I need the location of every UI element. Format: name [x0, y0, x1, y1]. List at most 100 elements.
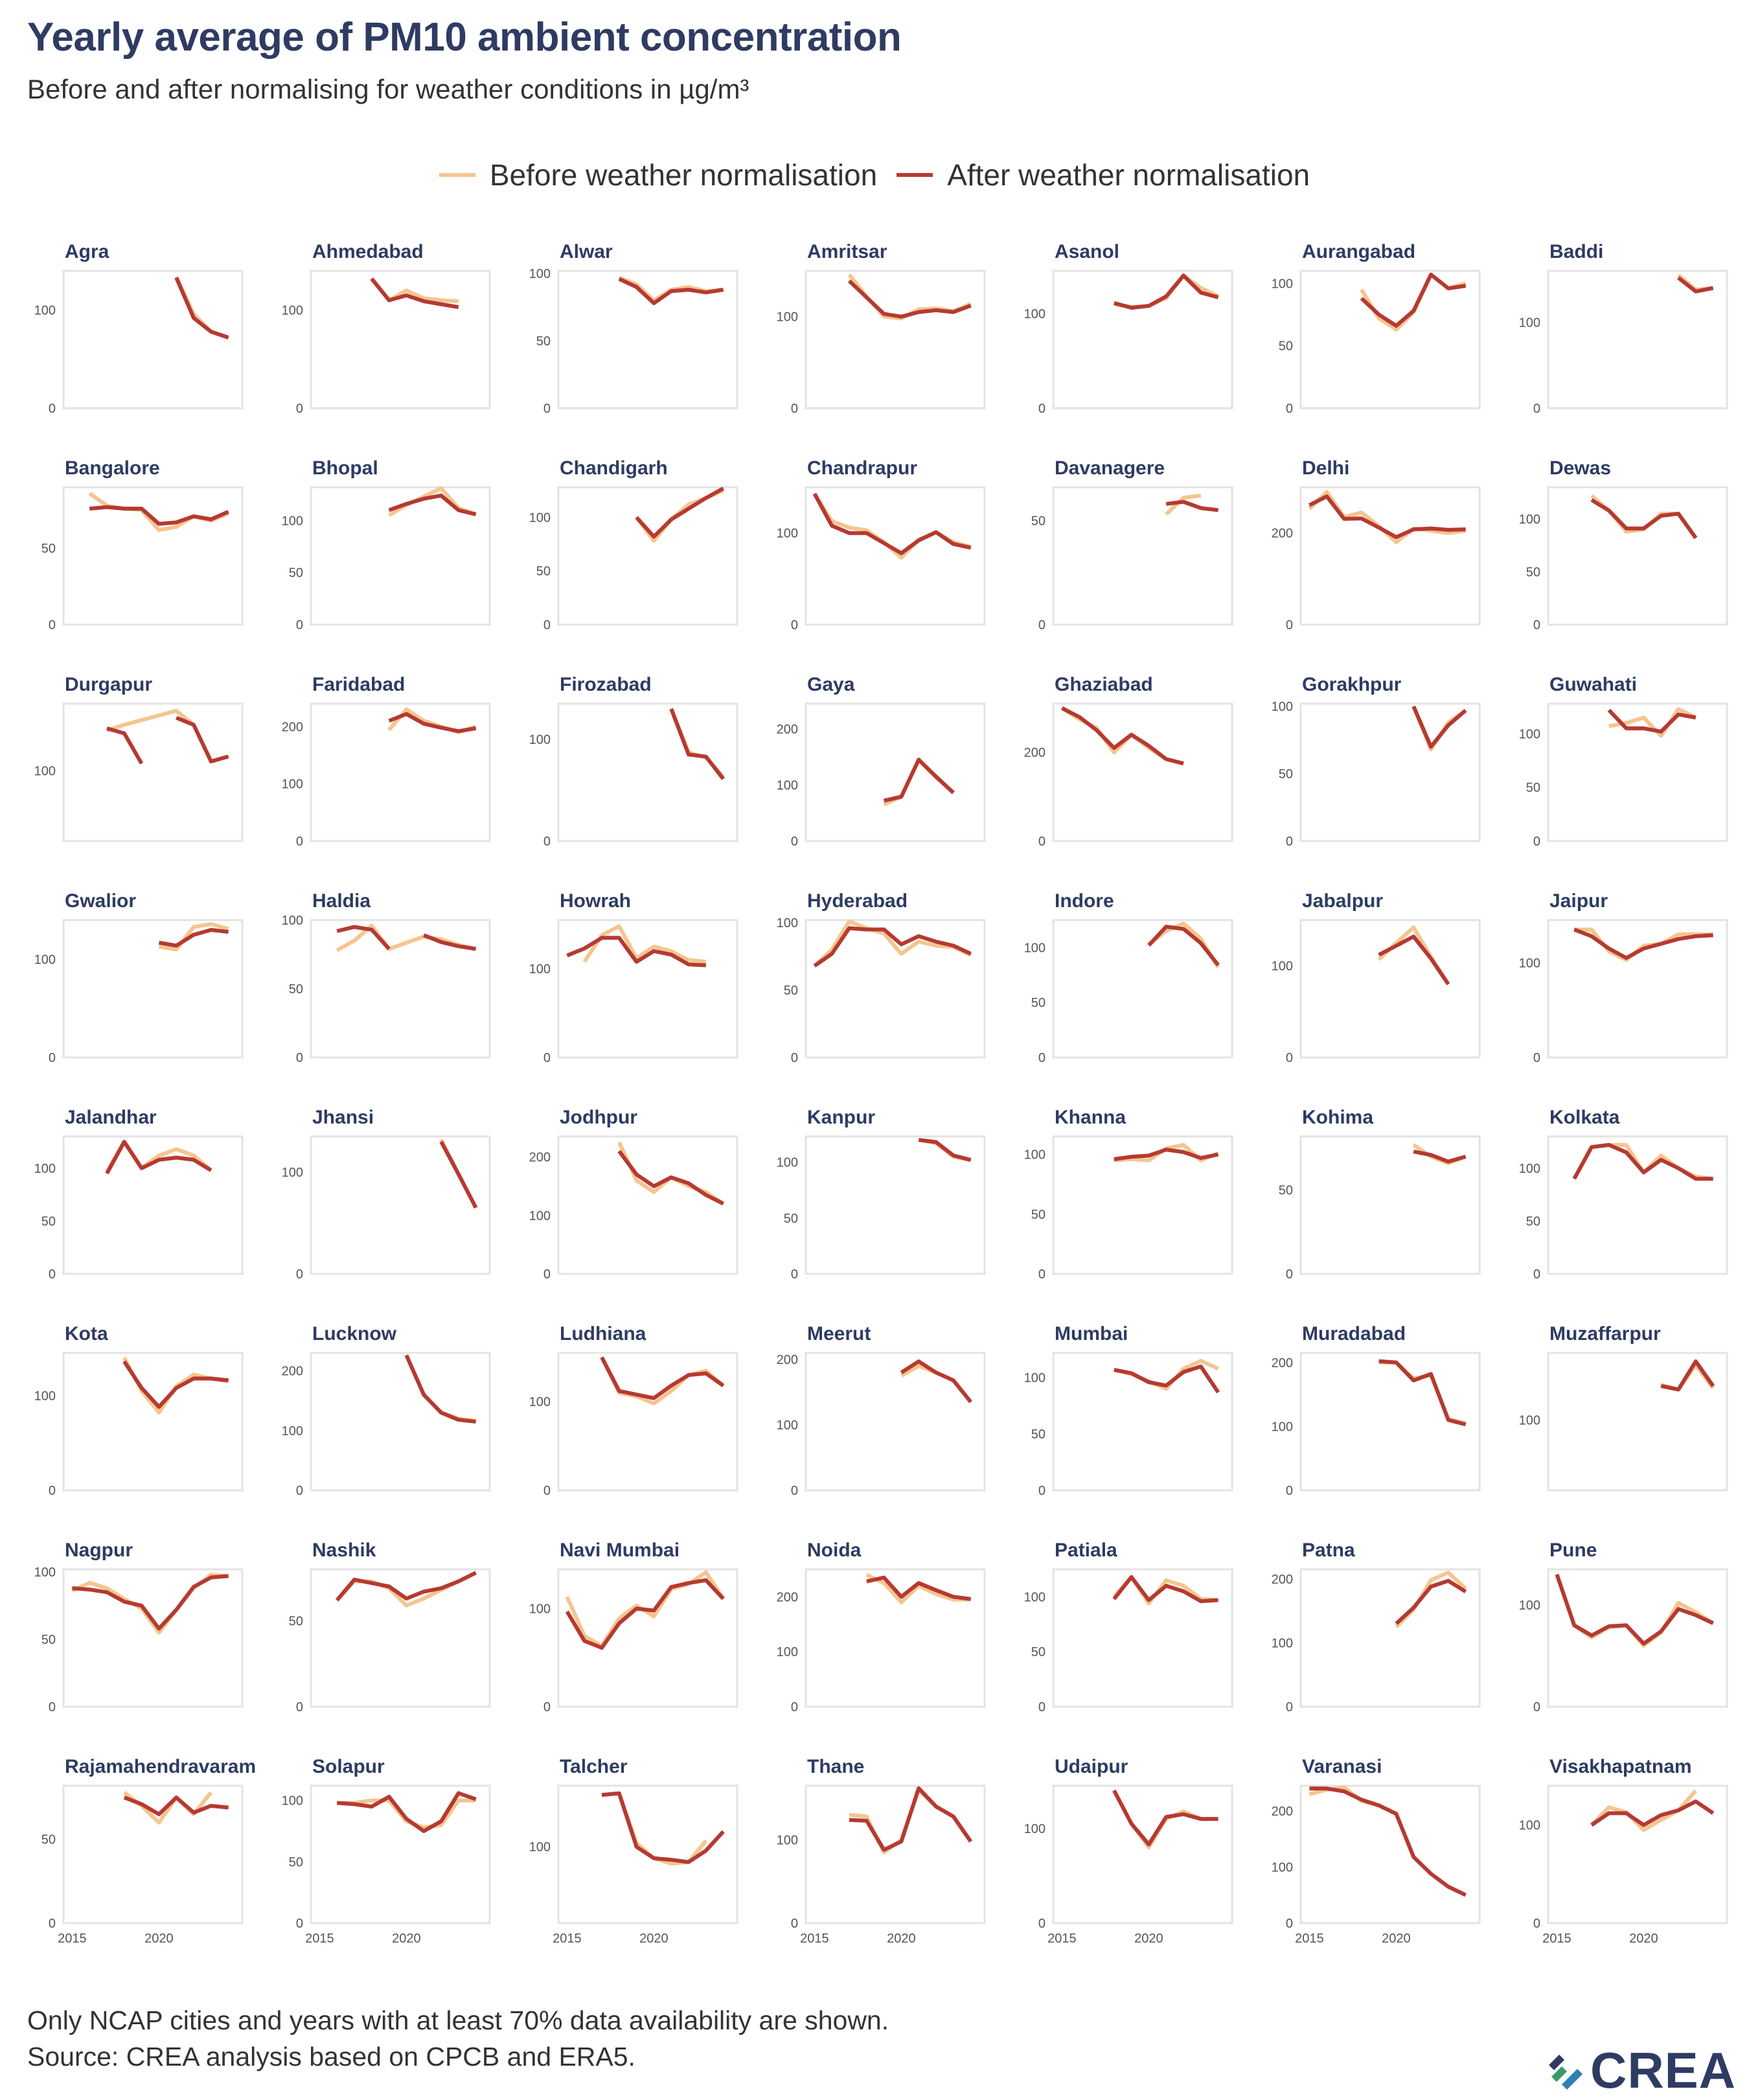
y-tick-label: 100	[1519, 1598, 1540, 1613]
panel-title: Jodhpur	[560, 1107, 637, 1128]
series-before	[1165, 493, 1202, 516]
series-after	[1378, 1359, 1467, 1427]
panel-jhansi: Jhansi 0 100	[282, 1107, 491, 1282]
y-tick-label: 100	[1024, 1822, 1046, 1836]
y-tick-label: 100	[1272, 1860, 1293, 1875]
panel-haldia: Haldia 0 50 100	[282, 890, 491, 1065]
y-tick-label: 0	[296, 835, 303, 849]
series-after	[847, 279, 972, 319]
panel-khanna: Khanna 0 50 100	[1024, 1107, 1233, 1282]
y-tick-label: 100	[34, 1162, 56, 1176]
panel-gorakhpur: Gorakhpur 0 50 100	[1272, 674, 1481, 849]
panel-delhi: Delhi 0 200	[1272, 457, 1481, 632]
panel-title: Navi Mumbai	[560, 1540, 680, 1561]
panel-title: Kanpur	[807, 1107, 875, 1128]
y-tick-label: 0	[1038, 1917, 1046, 1931]
panel-frame	[1547, 702, 1728, 842]
y-tick-label: 0	[791, 402, 798, 416]
panel-frame	[1052, 270, 1233, 410]
legend: Before weather normalisation After weath…	[0, 156, 1749, 194]
legend-item-before: Before weather normalisation	[439, 157, 877, 192]
y-tick-label: 0	[543, 1484, 551, 1498]
panel-pune: Pune 0 100	[1519, 1540, 1728, 1714]
panel-frame	[310, 702, 491, 842]
series-after	[812, 492, 972, 555]
y-tick-label: 0	[1533, 835, 1540, 849]
series-after	[601, 1791, 725, 1864]
y-tick-label: 0	[1533, 618, 1540, 632]
series-after	[1112, 1575, 1218, 1604]
chart-title: Yearly average of PM10 ambient concentra…	[27, 15, 902, 60]
panel-title: Bhopal	[312, 457, 378, 479]
panel-frame	[1299, 270, 1481, 410]
y-tick-label: 0	[49, 1917, 56, 1931]
panel-title: Thane	[807, 1756, 864, 1777]
x-tick-label: 2020	[1629, 1932, 1658, 1946]
y-tick-label: 100	[1272, 700, 1293, 714]
y-tick-label: 100	[1519, 727, 1540, 741]
panel-frame	[310, 1784, 491, 1924]
series-after	[336, 1791, 477, 1833]
y-tick-label: 0	[1038, 835, 1046, 849]
panel-nashik: Nashik 0 50	[289, 1540, 491, 1714]
y-tick-label: 0	[296, 402, 303, 416]
y-tick-label: 0	[49, 1700, 56, 1714]
y-tick-label: 100	[1272, 1420, 1293, 1434]
panel-frame	[805, 919, 986, 1059]
panel-title: Haldia	[312, 890, 371, 912]
panel-title: Asanol	[1055, 241, 1119, 262]
y-tick-label: 50	[784, 1212, 798, 1226]
panel-title: Jaipur	[1549, 890, 1608, 912]
x-tick-label: 2015	[800, 1932, 829, 1946]
panel-title: Aurangabad	[1302, 241, 1415, 262]
y-tick-label: 200	[1272, 1573, 1293, 1587]
y-tick-label: 50	[1031, 996, 1046, 1010]
panel-title: Jhansi	[312, 1107, 374, 1128]
panel-frame	[557, 486, 738, 626]
series-after	[72, 1574, 229, 1631]
y-tick-label: 100	[529, 1395, 551, 1409]
x-tick-label: 2020	[144, 1932, 174, 1946]
panel-faridabad: Faridabad 0 100 200	[282, 674, 491, 849]
panel-frame	[805, 270, 986, 410]
panel-frame	[1547, 1352, 1728, 1492]
panel-frame	[557, 1784, 738, 1924]
y-tick-label: 100	[34, 764, 56, 778]
panel-frame	[805, 486, 986, 626]
y-tick-label: 100	[34, 1389, 56, 1403]
y-tick-label: 100	[34, 304, 56, 318]
y-tick-label: 50	[41, 1214, 56, 1229]
panel-title: Jalandhar	[65, 1107, 157, 1128]
panel-title: Hyderabad	[807, 890, 908, 912]
panel-chandigarh: Chandigarh 0 50 100	[529, 457, 738, 632]
panel-frame	[557, 702, 738, 842]
series-after	[1165, 500, 1218, 513]
panel-title: Firozabad	[560, 674, 652, 695]
series-after	[123, 1795, 229, 1816]
panel-frame	[1299, 1784, 1481, 1924]
panel-kota: Kota 0 100	[34, 1323, 244, 1498]
crea-logo-icon	[1549, 2054, 1583, 2090]
series-after	[918, 1138, 972, 1162]
y-tick-label: 100	[777, 310, 798, 325]
y-tick-label: 100	[1024, 1590, 1046, 1604]
panel-durgapur: Durgapur 100	[34, 674, 244, 842]
panel-frame	[1052, 1352, 1233, 1492]
series-before	[582, 924, 707, 964]
y-tick-label: 100	[529, 1209, 551, 1223]
panel-ghaziabad: Ghaziabad 0 200	[1024, 674, 1233, 849]
panel-title: Baddi	[1549, 241, 1603, 262]
y-tick-label: 0	[49, 618, 56, 632]
panel-frame	[805, 1784, 986, 1924]
panel-frame	[557, 1352, 738, 1492]
panel-amritsar: Amritsar 0 100	[777, 241, 986, 416]
y-tick-label: 50	[1526, 781, 1540, 795]
y-tick-label: 100	[1024, 1148, 1046, 1162]
panel-title: Chandigarh	[560, 457, 668, 479]
y-tick-label: 100	[529, 511, 551, 525]
panel-frame	[62, 1568, 244, 1708]
x-tick-label: 2020	[392, 1932, 421, 1946]
y-tick-label: 100	[1024, 307, 1046, 321]
series-after	[1309, 1786, 1467, 1897]
series-after	[1607, 708, 1697, 734]
